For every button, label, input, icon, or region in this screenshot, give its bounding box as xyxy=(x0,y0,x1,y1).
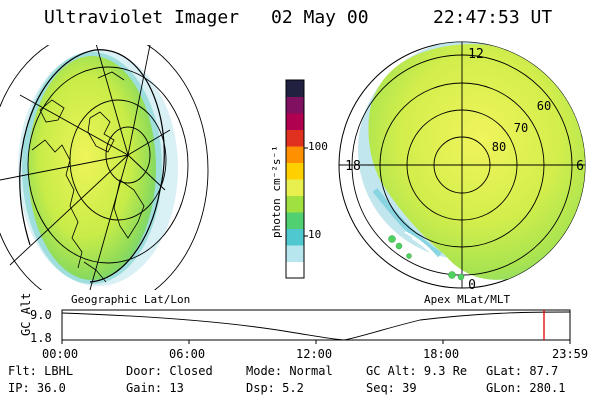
info-dsp: Dsp: 5.2 xyxy=(246,381,304,395)
mlt-label-0: 0 xyxy=(468,278,476,293)
mlt-label-18: 18 xyxy=(345,159,361,174)
observation-time: 22:47:53 UT xyxy=(433,7,553,28)
geo-panel-caption: Geographic Lat/Lon xyxy=(71,293,190,306)
info-gc-alt: GC Alt: 9.3 Re xyxy=(366,364,468,378)
mlat-label-80: 80 xyxy=(492,140,506,154)
instrument-title: Ultraviolet Imager xyxy=(44,7,240,28)
colorbar-segment xyxy=(286,146,304,163)
info-seq: Seq: 39 xyxy=(366,381,417,395)
colorbar-segment xyxy=(286,162,304,180)
mlt-label-6: 6 xyxy=(576,159,584,174)
info-gain: Gain: 13 xyxy=(126,381,184,395)
geographic-image xyxy=(0,45,209,290)
alt-axis-label: GC Alt xyxy=(19,293,33,336)
info-filter: Flt: LBHL xyxy=(8,364,74,378)
colorbar-segment xyxy=(286,212,304,229)
observation-date: 02 May 00 xyxy=(271,7,369,28)
time-tick-1800: 18:00 xyxy=(423,347,459,361)
apex-mlat-mlt-image xyxy=(358,42,585,280)
info-mode: Mode: Normal xyxy=(246,364,333,378)
colorbar-segment xyxy=(286,261,304,279)
alt-tick-9: 9.0 xyxy=(30,308,52,322)
colorbar-segment xyxy=(286,245,304,262)
time-tick-1200: 12:00 xyxy=(296,347,332,361)
time-tick-0000: 00:00 xyxy=(42,347,78,361)
colorbar-tick-100: 100 xyxy=(308,140,328,153)
colorbar-segment xyxy=(286,80,304,97)
mlt-label-12: 12 xyxy=(468,47,484,62)
info-door: Door: Closed xyxy=(126,364,213,378)
info-glon: GLon: 280.1 xyxy=(486,381,566,395)
time-tick-2359: 23:59 xyxy=(552,347,588,361)
mlat-label-70: 70 xyxy=(514,121,528,135)
altitude-plot xyxy=(61,309,571,344)
colorbar-unit-label: photon cm⁻²s⁻¹ xyxy=(270,145,283,238)
colorbar-segment xyxy=(286,96,304,114)
colorbar-segment xyxy=(286,113,304,130)
colorbar-segment xyxy=(286,129,304,147)
time-tick-0600: 06:00 xyxy=(169,347,205,361)
alt-tick-1-8: 1.8 xyxy=(30,331,52,345)
colorbar-segment xyxy=(286,228,304,246)
colorbar-segment xyxy=(286,179,304,196)
colorbar-tick-10: 10 xyxy=(308,228,321,241)
emission-spots xyxy=(388,235,465,281)
info-ip: IP: 36.0 xyxy=(8,381,66,395)
mag-panel-caption: Apex MLat/MLT xyxy=(424,293,510,306)
mlat-label-60: 60 xyxy=(537,99,551,113)
colorbar-frame xyxy=(285,79,305,279)
mag-grid xyxy=(339,42,585,288)
info-glat: GLat: 87.7 xyxy=(486,364,559,378)
color-scale-bar xyxy=(285,79,308,279)
colorbar-segment xyxy=(286,195,304,213)
